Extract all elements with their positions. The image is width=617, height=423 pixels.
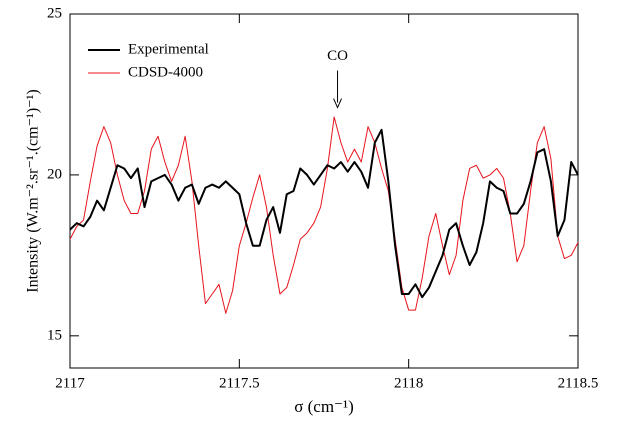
legend-label: Experimental	[128, 41, 209, 57]
x-tick-label: 2118	[394, 375, 423, 391]
x-tick-label: 2118.5	[558, 375, 599, 391]
annotation-arrowhead	[333, 98, 343, 109]
y-tick-label: 15	[47, 327, 62, 343]
x-tick-label: 2117	[55, 375, 85, 391]
y-axis-title: Intensity (W.m⁻².sr⁻¹.(cm⁻¹)⁻¹)	[25, 89, 42, 292]
annotation: CO	[327, 48, 348, 64]
y-tick-label: 20	[47, 166, 62, 182]
x-tick-label: 2117.5	[219, 375, 260, 391]
plot-frame	[69, 13, 579, 369]
y-tick-label: 25	[47, 5, 62, 21]
x-axis-title: σ (cm⁻¹)	[294, 397, 354, 416]
legend-label: CDSD-4000	[128, 64, 203, 80]
series-line	[69, 128, 579, 299]
series-line	[69, 116, 579, 314]
